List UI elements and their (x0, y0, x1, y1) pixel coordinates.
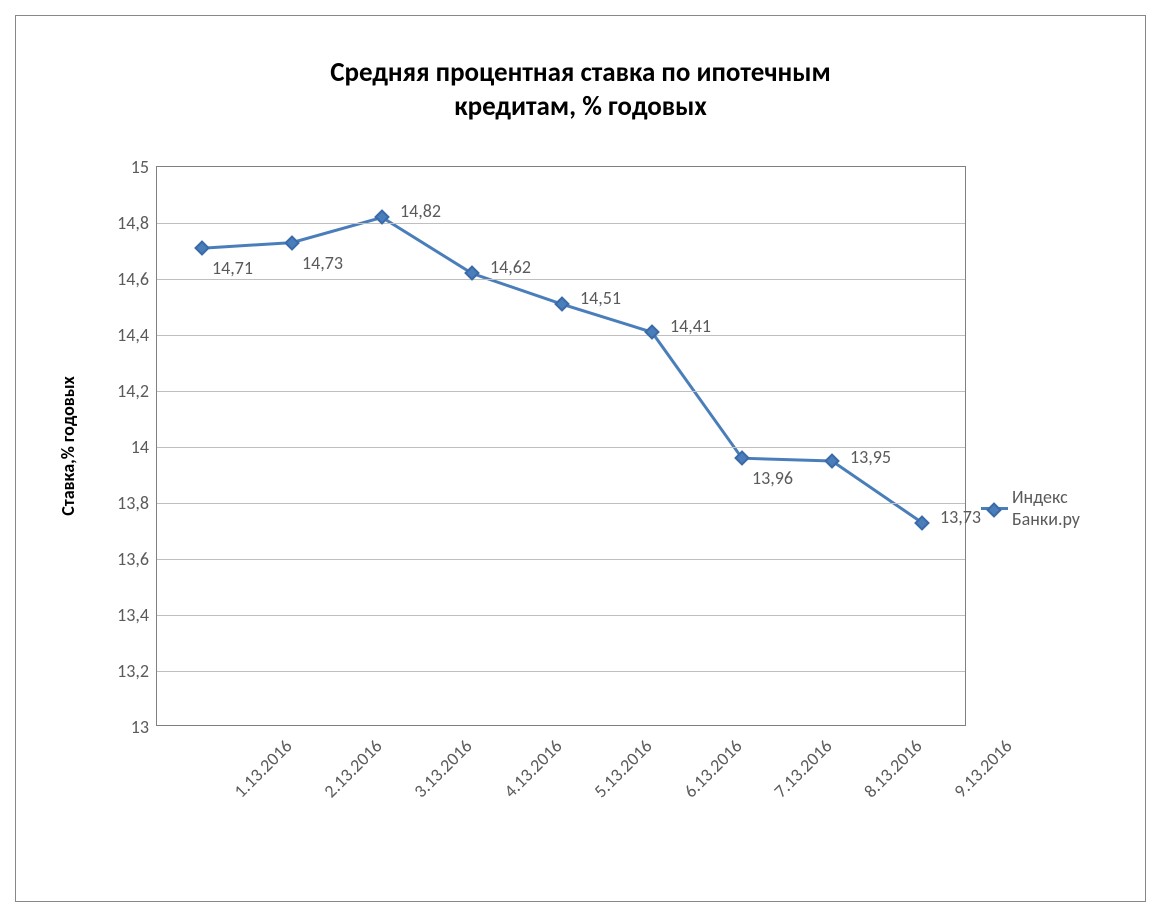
y-tick-label: 15 (131, 156, 149, 178)
chart-inner-frame: Средняя процентная ставка по ипотечнымкр… (26, 26, 1135, 891)
x-tick-label: 2.13.2016 (319, 735, 386, 802)
data-label: 14,62 (490, 256, 531, 278)
data-label: 13,96 (752, 467, 793, 489)
data-label: 14,82 (400, 200, 441, 222)
chart-outer-frame: Средняя процентная ставка по ипотечнымкр… (15, 15, 1146, 902)
data-marker (194, 240, 210, 256)
y-tick-label: 13,6 (117, 548, 149, 570)
y-tick-label: 14,2 (117, 380, 149, 402)
chart-title: Средняя процентная ставка по ипотечнымкр… (26, 56, 1135, 124)
legend-label: Индекс Банки.ру (1012, 486, 1135, 530)
data-marker (284, 235, 300, 251)
chart-title-line: кредитам, % годовых (26, 90, 1135, 124)
chart-title-line: Средняя процентная ставка по ипотечным (26, 56, 1135, 90)
y-tick-label: 13 (131, 716, 149, 738)
data-label: 14,51 (580, 287, 621, 309)
x-tick-label: 7.13.2016 (769, 735, 836, 802)
y-tick-label: 13,4 (117, 604, 149, 626)
gridline (157, 503, 965, 504)
data-marker (824, 453, 840, 469)
x-tick-label: 4.13.2016 (499, 735, 566, 802)
plot-area: 1313,213,413,613,81414,214,414,614,8151.… (156, 166, 966, 726)
gridline (157, 615, 965, 616)
data-marker (914, 515, 930, 531)
legend-line-sample (981, 507, 1008, 510)
gridline (157, 391, 965, 392)
data-label: 14,41 (670, 315, 711, 337)
data-marker (554, 296, 570, 312)
gridline (157, 335, 965, 336)
data-label: 13,95 (850, 446, 891, 468)
data-label: 14,73 (302, 252, 343, 274)
y-axis-title: Ставка,% годовых (57, 376, 79, 516)
gridline (157, 559, 965, 560)
gridline (157, 223, 965, 224)
y-tick-label: 14,8 (117, 212, 149, 234)
gridline (157, 671, 965, 672)
x-tick-label: 8.13.2016 (859, 735, 926, 802)
data-label: 13,73 (940, 506, 981, 528)
y-tick-label: 14 (131, 436, 149, 458)
data-label: 14,71 (212, 257, 253, 279)
x-tick-label: 6.13.2016 (679, 735, 746, 802)
data-marker (644, 324, 660, 340)
x-tick-label: 3.13.2016 (409, 735, 476, 802)
legend-diamond-icon (987, 502, 1003, 518)
x-tick-label: 1.13.2016 (229, 735, 296, 802)
gridline (157, 279, 965, 280)
data-marker (734, 450, 750, 466)
legend: Индекс Банки.ру (981, 486, 1135, 530)
y-tick-label: 14,4 (117, 324, 149, 346)
x-tick-label: 9.13.2016 (949, 735, 1016, 802)
x-tick-label: 5.13.2016 (589, 735, 656, 802)
y-tick-label: 13,2 (117, 660, 149, 682)
gridline (157, 447, 965, 448)
y-tick-label: 14,6 (117, 268, 149, 290)
y-tick-label: 13,8 (117, 492, 149, 514)
